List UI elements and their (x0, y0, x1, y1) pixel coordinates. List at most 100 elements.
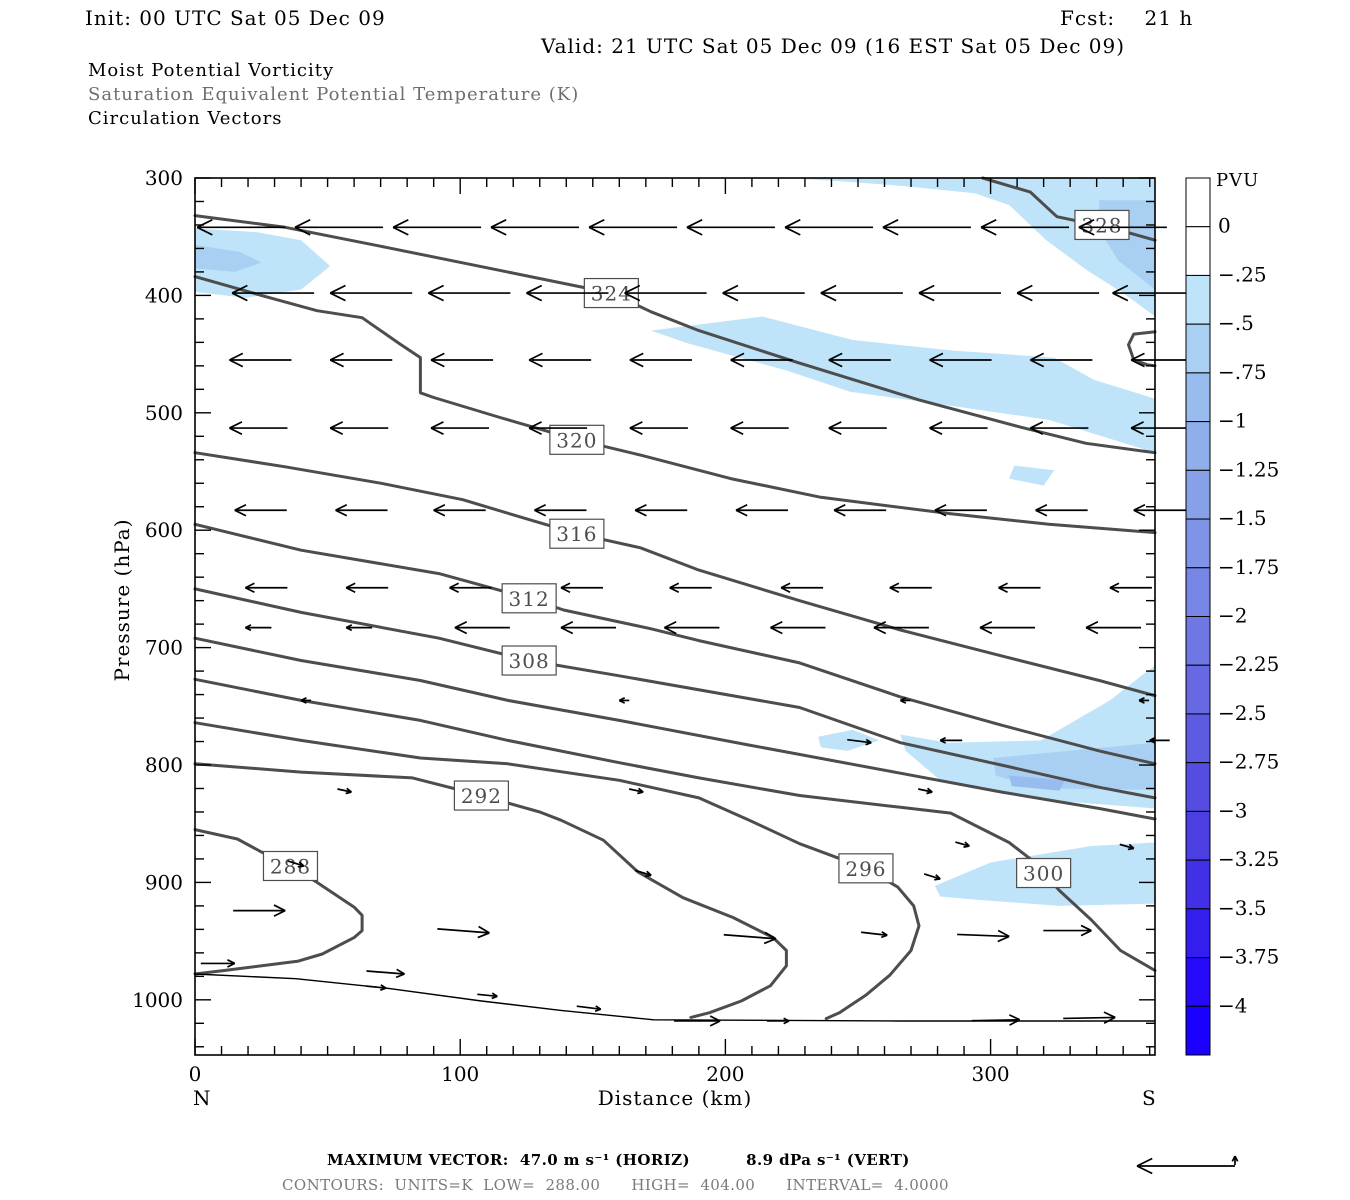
colorbar-cell (1185, 567, 1211, 617)
vector-head (709, 1020, 721, 1027)
vector-head (963, 845, 970, 848)
colorbar-cell (1185, 810, 1211, 861)
vector-shaft (1063, 1016, 1116, 1020)
vector-head (196, 219, 213, 229)
x-axis-south-end-label: S (1142, 1086, 1156, 1110)
vector-head (1130, 359, 1145, 368)
vector-head (929, 421, 943, 429)
vector-head (980, 226, 997, 236)
contour-label-box (549, 518, 605, 549)
contour-label: 288 (270, 854, 311, 878)
vector-head (433, 509, 446, 517)
colorbar-cell (1185, 469, 1211, 520)
vector-head (780, 586, 791, 593)
vector-head (1103, 1011, 1116, 1019)
max-vector-caption: MAXIMUM VECTOR: 47.0 m s⁻¹ (HORIZ) 8.9 d… (327, 1151, 910, 1169)
vector-head (392, 219, 409, 229)
colorbar-cell (1185, 323, 1211, 374)
vector-head (784, 226, 801, 236)
vector-head (560, 586, 571, 593)
vector-head (1008, 1014, 1021, 1021)
colorbar-tick-label: 0 (1218, 214, 1231, 238)
vector-head (980, 219, 997, 229)
plot-frame (194, 177, 1156, 1056)
vector-head (273, 904, 286, 912)
vector-head (918, 284, 935, 294)
vector-head (730, 427, 744, 436)
vector-head (929, 427, 943, 436)
colorbar-cell (1185, 518, 1211, 569)
vector-head (934, 878, 941, 881)
contour-label-box (501, 583, 557, 614)
colorbar-tick-label: −.5 (1218, 311, 1254, 335)
vector-head (1133, 503, 1146, 512)
vector-head (335, 509, 348, 517)
colorbar-tick-label: −3.75 (1218, 945, 1279, 969)
vector-head (1016, 292, 1033, 302)
vector-head (764, 931, 777, 940)
colorbar-cell (1185, 1005, 1211, 1056)
contour-label: 320 (556, 428, 597, 452)
vector-head (490, 219, 507, 229)
vector-head (329, 292, 346, 302)
colorbar-tick-label: −2.75 (1218, 750, 1279, 774)
colorbar-tick-label: −2 (1218, 604, 1247, 628)
field-title-circulation-vectors: Circulation Vectors (88, 108, 283, 129)
contour-label: 300 (1023, 862, 1064, 886)
y-tick-label: 1000 (132, 988, 183, 1012)
vector-head (1138, 697, 1145, 702)
vector-head (560, 626, 574, 635)
vector-head (900, 697, 907, 702)
vector-head (528, 352, 543, 361)
vector-head (449, 586, 459, 593)
vector-head (297, 865, 304, 868)
pv-shading-region (195, 228, 331, 298)
vector-head (594, 1008, 602, 1012)
contour-label: 308 (509, 649, 550, 673)
vector-shaft (477, 993, 498, 998)
vector-head (1029, 352, 1045, 361)
vector-head (998, 582, 1008, 589)
vector-head (882, 226, 899, 236)
valid-time-label: Valid: 21 UTC Sat 05 Dec 09 (16 EST Sat … (541, 34, 1126, 58)
vector-head (335, 503, 348, 512)
vector-head (735, 503, 748, 512)
vector-head (231, 292, 248, 302)
vector-head (828, 421, 842, 429)
vector-head (395, 973, 405, 979)
vector-head (1029, 359, 1045, 368)
vector-head (828, 352, 843, 361)
y-tick-label: 700 (145, 636, 183, 660)
vector-head (1080, 924, 1092, 932)
vector-head (624, 284, 641, 294)
vector-head (784, 219, 801, 229)
vector-head (588, 226, 605, 236)
contour-label-box (549, 424, 605, 455)
colorbar-cell (1185, 226, 1211, 276)
theta-contour-300 (193, 677, 1157, 972)
theta-contour-layer (193, 176, 1157, 1022)
vector-head (528, 427, 542, 436)
vector-head (934, 509, 947, 517)
vector-head (629, 352, 644, 361)
contour-label-box (838, 853, 894, 884)
theta-contour-324 (193, 214, 1157, 455)
vector-head (918, 292, 935, 302)
vector-head (227, 959, 236, 965)
contour-label: 328 (1081, 213, 1122, 237)
vector-head (833, 509, 846, 517)
vector-shaft (955, 841, 970, 847)
vector-head (735, 509, 748, 517)
vector-head (534, 509, 547, 517)
contour-info-caption: CONTOURS: UNITS=K LOW= 288.00 HIGH= 404.… (282, 1176, 949, 1194)
axes-frame-and-ticks: 0 100 200 300 300 400 500 600 700 800 900 1000 (132, 166, 1156, 1086)
vector-head (430, 352, 445, 361)
vector-head (490, 226, 507, 236)
vector-shaft (437, 928, 490, 934)
vector-shaft (576, 1005, 601, 1011)
field-title-moist-potential-vorticity: Moist Potential Vorticity (88, 60, 335, 81)
theta-contour-308 (193, 587, 1157, 800)
vector-head (449, 582, 459, 589)
colorbar-cell (1185, 957, 1211, 1007)
